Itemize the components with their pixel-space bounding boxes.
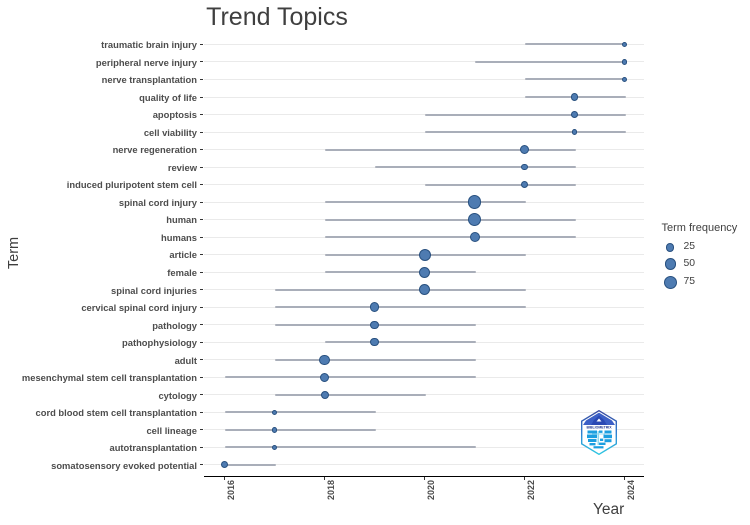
svg-text:BIBLIOMETRIX: BIBLIOMETRIX (586, 426, 612, 430)
